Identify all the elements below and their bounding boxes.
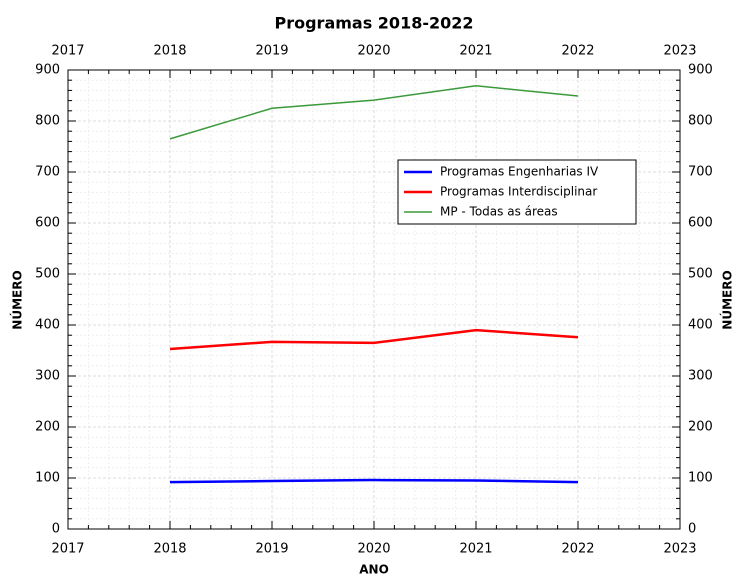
x-tick-label-top: 2023 [663,44,696,59]
y-tick-label: 200 [35,420,60,435]
y-tick-label-right: 300 [688,369,713,384]
y-tick-label-right: 700 [688,165,713,180]
y-tick-label-right: 500 [688,267,713,282]
y-tick-label-right: 100 [688,471,713,486]
y-axis-label-right: NÚMERO [720,270,735,329]
y-tick-label: 900 [35,63,60,78]
legend-label: Programas Engenharias IV [440,165,599,179]
x-tick-label-top: 2022 [561,44,594,59]
x-tick-label-top: 2019 [255,44,288,59]
legend: Programas Engenharias IV Programas Interd… [397,159,637,225]
y-tick-label-right: 400 [688,318,713,333]
y-tick-label: 500 [35,267,60,282]
x-tick-label-top: 2020 [357,44,390,59]
y-tick-label-right: 200 [688,420,713,435]
lines [169,85,579,484]
y-tick-label: 100 [35,471,60,486]
legend-label: Programas Interdisciplinar [440,185,597,199]
y-tick-label-right: 600 [688,216,713,231]
y-tick-label: 800 [35,114,60,129]
x-tick-label-top: 2018 [153,44,186,59]
x-tick-label: 2020 [357,542,390,557]
grid [67,69,681,530]
x-tick-label: 2017 [51,542,84,557]
legend-label: MP - Todas as áreas [440,205,558,219]
y-tick-label-right: 800 [688,114,713,129]
y-tick-label: 700 [35,165,60,180]
chart-title: Programas 2018-2022 [274,14,473,33]
axes: 2017 2017 2018 2018 2019 2019 2020 2020 2021 2021… [35,44,713,557]
x-tick-label: 2023 [663,542,696,557]
x-tick-label-top: 2021 [459,44,492,59]
y-tick-label-right: 900 [688,63,713,78]
y-tick-label-right: 0 [688,522,696,537]
series-line [169,478,579,484]
x-axis-label: ANO [359,563,389,577]
x-tick-label: 2019 [255,542,288,557]
legend-box [397,159,637,225]
y-tick-label: 0 [52,522,60,537]
x-tick-label-top: 2017 [51,44,84,59]
x-tick-label: 2022 [561,542,594,557]
y-tick-label: 300 [35,369,60,384]
series-line [169,328,579,351]
y-axis-label: NÚMERO [10,270,25,329]
x-tick-label: 2021 [459,542,492,557]
y-tick-label: 400 [35,318,60,333]
y-tick-label: 600 [35,216,60,231]
plot-frame [67,69,681,530]
x-tick-label: 2018 [153,542,186,557]
series-line [169,85,579,140]
